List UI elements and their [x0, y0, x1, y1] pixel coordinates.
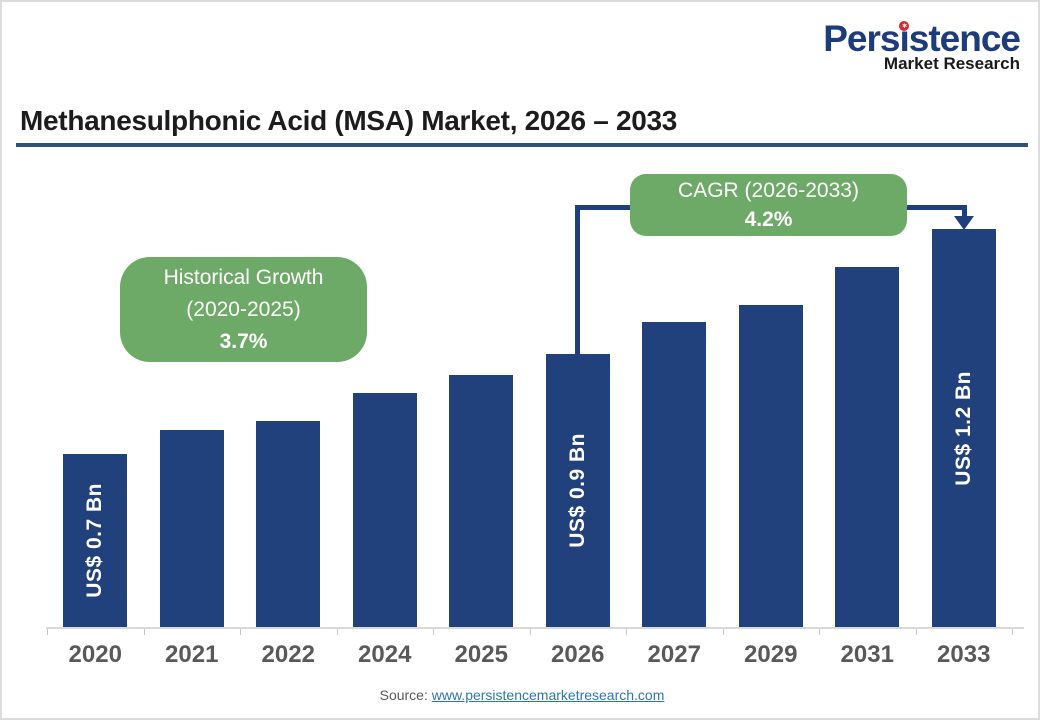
source-label: Source: [379, 687, 428, 703]
x-axis-tick [240, 629, 241, 635]
cagr-callout: CAGR (2026-2033) 4.2% [630, 174, 907, 236]
cagr-value: 4.2% [744, 208, 793, 231]
page-title: Methanesulphonic Acid (MSA) Market, 2026… [20, 105, 678, 136]
bar-2022 [256, 421, 321, 627]
x-axis-line [46, 627, 1024, 629]
x-axis-label-2029: 2029 [744, 641, 798, 668]
bar-2029 [738, 305, 803, 627]
x-axis-tick [336, 629, 338, 635]
x-axis-label-2020: 2020 [68, 641, 122, 668]
cagr-line1: CAGR (2026-2033) [678, 179, 859, 202]
logo-star-icon: ✶ [899, 21, 910, 31]
logo-i-letter: ı ✶ [899, 18, 910, 59]
x-axis-label-2027: 2027 [647, 641, 701, 668]
x-axis-tick [143, 629, 145, 635]
bar-2026: US$ 0.9 Bn [545, 354, 610, 627]
bar-2033: US$ 1.2 Bn [931, 229, 996, 627]
historical-growth-line2: (2020-2025) [186, 297, 301, 321]
cagr-connector-right-vertical [962, 205, 967, 217]
bar-value-label-2026: US$ 0.9 Bn [565, 433, 589, 548]
historical-growth-callout: Historical Growth (2020-2025) 3.7% [120, 257, 367, 362]
bar-2021 [159, 430, 224, 627]
x-axis-label-2021: 2021 [165, 641, 219, 668]
historical-growth-line1: Historical Growth [163, 265, 324, 289]
bar-value-label-2033: US$ 1.2 Bn [951, 370, 975, 486]
x-axis-label-2022: 2022 [261, 641, 315, 668]
pmr-logo: Persı ✶ stence Market Research [823, 18, 1021, 73]
bar-2031 [835, 267, 900, 627]
x-axis-label-2033: 2033 [937, 641, 991, 668]
bar-2024 [352, 393, 417, 627]
cagr-connector-left-vertical [575, 205, 580, 354]
title-underline [16, 143, 1028, 147]
x-axis-tick [626, 629, 627, 635]
x-axis-tick [722, 629, 724, 635]
bar-2025 [449, 375, 514, 627]
bar-2027 [642, 322, 707, 627]
x-axis-label-2024: 2024 [358, 641, 412, 668]
x-axis-label-2031: 2031 [840, 641, 894, 668]
bar-2020: US$ 0.7 Bn [63, 454, 128, 627]
logo-subtitle: Market Research [883, 54, 1020, 73]
x-axis-tick [433, 629, 434, 635]
historical-growth-value: 3.7% [219, 329, 268, 353]
arrow-down-icon [954, 216, 974, 230]
x-axis-tick [915, 629, 917, 635]
source-link[interactable]: www.persistencemarketresearch.com [431, 687, 665, 703]
cagr-connector-right-horizontal [907, 205, 967, 210]
x-axis-tick [819, 629, 820, 635]
logo-brand: Persı ✶ stence [823, 18, 1021, 59]
source-line: Source: www.persistencemarketresearch.co… [2, 687, 1038, 703]
cagr-connector-left-horizontal [575, 205, 630, 210]
x-axis-label-2026: 2026 [551, 641, 605, 668]
x-axis-tick [1012, 629, 1013, 635]
x-axis-tick [47, 629, 48, 635]
x-axis-tick [529, 629, 531, 635]
bar-value-label-2020: US$ 0.7 Bn [83, 483, 107, 598]
x-axis-label-2025: 2025 [454, 641, 508, 668]
